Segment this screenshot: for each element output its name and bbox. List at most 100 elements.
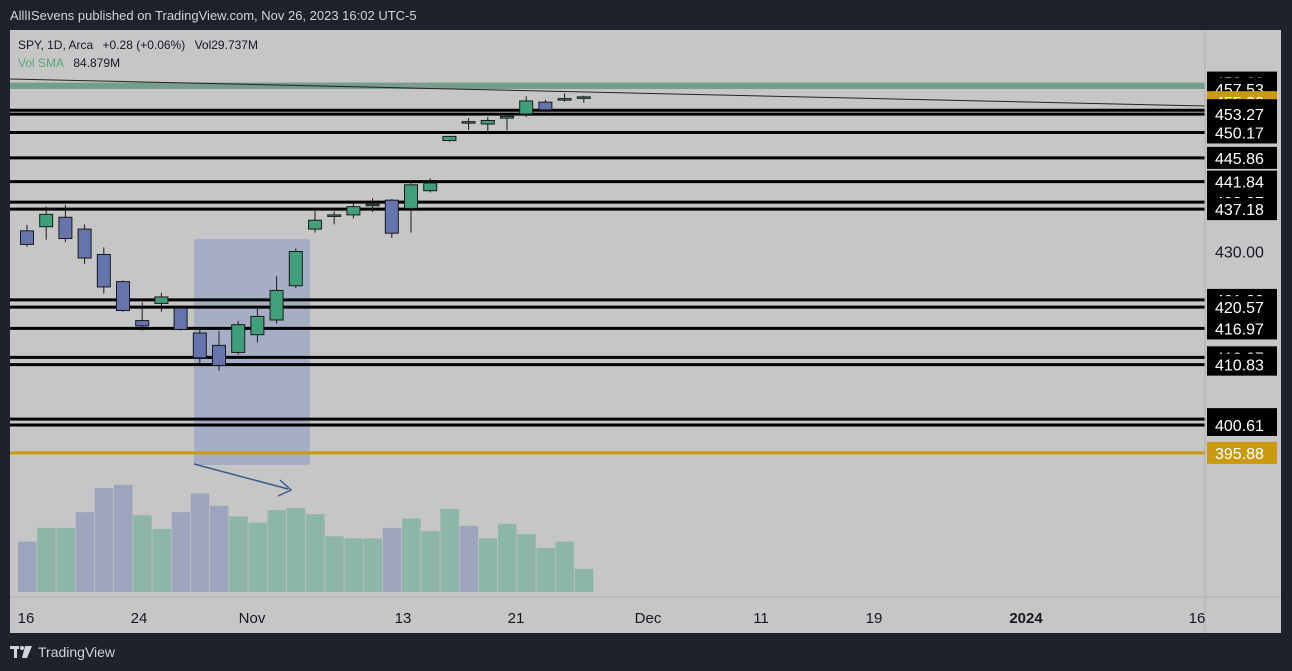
volume-bar <box>363 538 383 592</box>
volume-bar <box>421 531 440 592</box>
volume-sma-legend: Vol SMA 84.879M <box>18 56 120 70</box>
candle-body <box>58 216 73 240</box>
trend-line <box>10 78 1206 107</box>
candle-body <box>346 206 361 216</box>
volume-bar <box>286 508 306 592</box>
time-axis-label: 16 <box>18 610 35 627</box>
footer: TradingView <box>10 644 115 660</box>
chart-frame[interactable]: 458.62457.53455.30453.94453.27450.17445.… <box>10 30 1281 633</box>
volume-bar <box>382 527 402 592</box>
time-axis-label: 19 <box>866 610 883 627</box>
volume-bar <box>459 525 479 592</box>
price-axis-label: 437.18 <box>1215 202 1264 219</box>
candle-body <box>576 96 591 99</box>
price-label-box <box>1207 296 1277 319</box>
volume-bar <box>229 516 248 592</box>
arrow-line <box>193 463 289 490</box>
volume-bar <box>190 493 210 592</box>
volume-bar <box>94 488 114 592</box>
volume-bar <box>498 523 517 592</box>
volume-bar <box>440 509 459 592</box>
time-axis-label: 11 <box>753 610 769 627</box>
volume-label: Vol29.737M <box>194 38 258 52</box>
candle-body <box>269 289 284 321</box>
volume-bar <box>574 568 594 592</box>
change-label: +0.28 (+0.06%) <box>102 38 186 52</box>
time-axis-label: 2024 <box>1009 610 1043 627</box>
price-axis-label: 430.00 <box>1215 245 1264 262</box>
candle-body <box>116 281 130 312</box>
volume-bar <box>56 527 75 592</box>
candle-body <box>96 253 111 288</box>
price-axis-label: 395.88 <box>1215 446 1264 463</box>
volume-bar <box>133 515 152 592</box>
volume-bar <box>37 527 56 592</box>
candle-body <box>365 203 380 207</box>
price-axis-label: 441.84 <box>1215 175 1264 192</box>
volume-bar <box>325 536 344 592</box>
candle-body <box>423 182 438 192</box>
candle-body <box>480 119 495 125</box>
price-label-box <box>1207 317 1277 340</box>
symbol-label: SPY, 1D, Arca <box>18 38 94 52</box>
candle-body <box>231 324 246 353</box>
candle-body <box>500 115 514 119</box>
candle-body <box>404 184 418 209</box>
candle-body <box>250 315 265 336</box>
sma-value: 84.879M <box>73 56 121 70</box>
candle-body <box>212 344 226 366</box>
candle-body <box>20 230 34 245</box>
price-axis-label: 416.97 <box>1215 321 1264 338</box>
time-axis-label: 24 <box>131 610 148 627</box>
price-axis-label: 450.17 <box>1215 125 1264 142</box>
price-label-box <box>1207 170 1277 193</box>
footer-brand[interactable]: TradingView <box>38 644 116 660</box>
price-label-box <box>1207 198 1277 221</box>
time-axis-label: 21 <box>508 610 525 627</box>
candle-body <box>327 214 342 217</box>
candle-body <box>192 332 207 359</box>
sma-label: Vol SMA <box>18 56 65 70</box>
candle-body <box>308 219 322 230</box>
candle-body <box>154 296 169 304</box>
volume-bar <box>267 510 287 592</box>
price-label-box <box>1207 103 1277 126</box>
price-axis-label: 453.27 <box>1215 107 1264 124</box>
price-label-box <box>1207 121 1277 144</box>
volume-bar <box>171 512 191 592</box>
volume-bar <box>210 505 229 592</box>
time-axis-label: 16 <box>1189 610 1206 627</box>
candle-body <box>77 228 92 259</box>
volume-bar <box>478 538 498 592</box>
volume-bar <box>18 541 37 592</box>
volume-bar <box>114 484 133 592</box>
candle-body <box>384 199 399 234</box>
volume-bar <box>75 512 95 592</box>
price-axis-label: 420.57 <box>1215 300 1264 317</box>
candle-body <box>557 98 572 101</box>
resistance-zone <box>10 82 1205 90</box>
arrow-head <box>277 479 293 497</box>
candle-body <box>39 213 54 228</box>
price-label-box <box>1207 441 1277 464</box>
candle-body <box>442 135 457 142</box>
price-label-box <box>1207 353 1277 376</box>
tradingview-logo-icon <box>10 646 32 658</box>
volume-bar <box>402 518 421 592</box>
volume-bar <box>536 547 555 592</box>
symbol-legend: SPY, 1D, Arca +0.28 (+0.06%) Vol29.737M <box>18 38 264 52</box>
candle-body <box>461 121 476 124</box>
time-axis-label: Nov <box>239 610 266 627</box>
candle-body <box>288 251 303 287</box>
volume-bar <box>555 541 575 592</box>
published-by-header: AlllISevens published on TradingView.com… <box>10 8 417 23</box>
price-chart[interactable]: 458.62457.53455.30453.94453.27450.17445.… <box>10 30 1281 633</box>
volume-bar <box>306 514 325 592</box>
volume-bar <box>152 529 171 592</box>
candle-body <box>538 101 553 111</box>
candle-body <box>519 100 534 115</box>
price-label-box <box>1207 413 1277 436</box>
price-axis-label: 445.86 <box>1215 151 1264 168</box>
candle-body <box>135 320 150 327</box>
price-axis-label: 400.61 <box>1215 418 1264 435</box>
